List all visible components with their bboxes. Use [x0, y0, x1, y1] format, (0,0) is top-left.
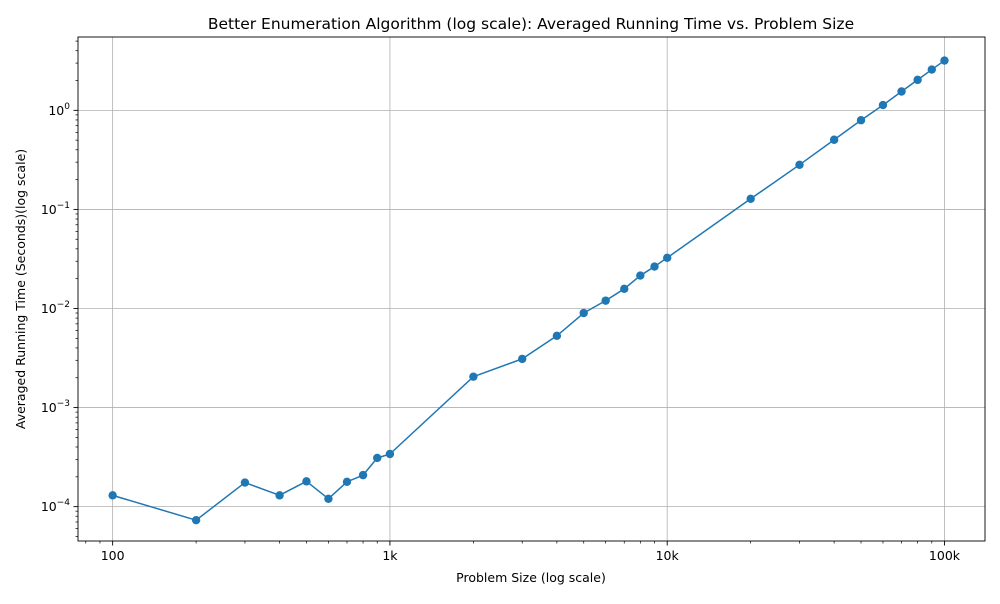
data-point	[469, 372, 478, 381]
x-tick-label: 100	[101, 548, 125, 563]
data-point	[913, 75, 922, 85]
y-tick-label-base: 10	[48, 103, 64, 118]
data-point	[518, 354, 527, 364]
y-tick-label: 10−3	[41, 399, 70, 415]
y-tick-label-exponent: −4	[57, 498, 71, 508]
plot-area-frame	[77, 36, 986, 542]
data-point	[275, 491, 284, 500]
data-point	[302, 477, 311, 486]
y-tick-label-exponent: 0	[64, 102, 70, 112]
data-point	[663, 253, 672, 262]
series-layer	[108, 56, 949, 525]
y-tick-label-exponent: −2	[57, 300, 70, 310]
data-point	[636, 271, 645, 280]
data-point	[373, 453, 382, 463]
x-tick-label: 100k	[929, 548, 961, 563]
data-point	[601, 296, 610, 305]
data-point	[240, 478, 250, 487]
x-axis-label: Problem Size (log scale)	[456, 570, 606, 585]
data-point	[940, 56, 949, 65]
y-tick-label-base: 10	[41, 202, 57, 217]
series-line	[112, 59, 945, 521]
data-point	[650, 262, 659, 271]
data-point	[385, 449, 395, 459]
y-tick-label-base: 10	[41, 400, 57, 415]
y-axis-label: Averaged Running Time (Seconds)(log scal…	[13, 149, 28, 429]
data-point	[795, 160, 804, 170]
y-tick-label: 10−2	[41, 300, 70, 316]
data-point	[746, 194, 755, 204]
y-tick-label: 10−4	[41, 498, 70, 514]
x-axis-ticks: 100 1k 10k 100k	[101, 541, 961, 563]
grid-layer	[78, 37, 985, 541]
y-tick-label: 100	[48, 102, 70, 118]
y-tick-label-exponent: −1	[57, 201, 70, 211]
y-tick-label: 10−1	[41, 201, 70, 217]
data-point	[620, 284, 629, 294]
chart-title: Better Enumeration Algorithm (log scale)…	[208, 15, 854, 33]
data-point	[856, 116, 866, 125]
y-tick-label-exponent: −3	[57, 399, 70, 409]
y-tick-label-base: 10	[41, 499, 57, 514]
data-point	[927, 65, 936, 74]
data-point	[358, 470, 368, 480]
data-point	[579, 308, 588, 318]
y-tick-label-base: 10	[41, 301, 57, 316]
data-point	[342, 477, 352, 487]
data-point	[324, 494, 333, 503]
data-point	[552, 331, 562, 341]
data-point	[108, 491, 117, 500]
data-point	[829, 135, 839, 144]
x-tick-label: 10k	[656, 548, 680, 563]
data-point	[191, 515, 201, 525]
data-point	[897, 87, 906, 96]
data-point	[878, 100, 888, 110]
x-tick-label: 1k	[382, 548, 398, 563]
